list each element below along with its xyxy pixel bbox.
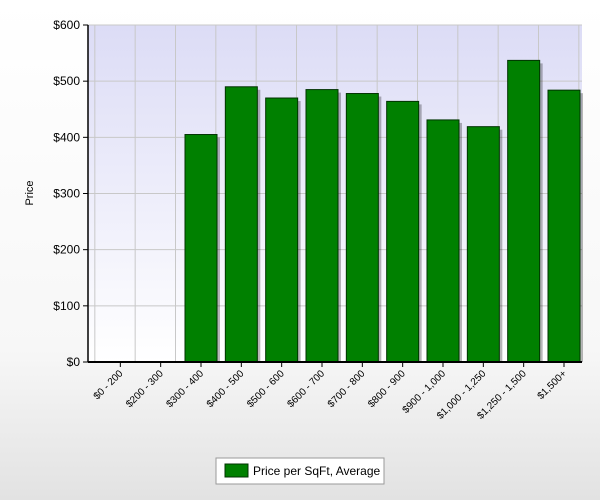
- y-tick-label: $100: [53, 299, 80, 313]
- bar[interactable]: [386, 100, 420, 363]
- y-tick-label: $200: [53, 243, 80, 257]
- bar-series: [184, 59, 583, 363]
- bar[interactable]: [547, 89, 581, 363]
- x-tick-label: $700 - 800: [326, 368, 368, 410]
- x-axis-tick-labels: $0 - 200$200 - 300$300 - 400$400 - 500$5…: [92, 368, 570, 422]
- legend-swatch: [224, 463, 249, 478]
- x-tick-label: $400 - 500: [205, 368, 247, 410]
- legend-label: Price per SqFt, Average: [253, 464, 381, 478]
- bar[interactable]: [507, 59, 541, 363]
- y-tick-label: $500: [53, 74, 80, 88]
- x-tick-label: $300 - 400: [165, 368, 207, 410]
- y-tick-label: $0: [67, 355, 81, 369]
- x-tick-label: $0 - 200: [92, 368, 126, 402]
- bar[interactable]: [466, 126, 500, 363]
- x-tick-label: $200 - 300: [124, 368, 166, 410]
- legend[interactable]: Price per SqFt, Average: [215, 457, 385, 485]
- axes: [87, 25, 582, 367]
- x-tick-label: $600 - 700: [286, 368, 328, 410]
- y-tick-label: $400: [53, 130, 80, 144]
- bar[interactable]: [345, 93, 379, 363]
- x-tick-label: $1,500+: [536, 368, 570, 402]
- bar[interactable]: [265, 97, 299, 363]
- y-axis-title: Price: [24, 180, 36, 205]
- y-axis-tick-labels: $0 $100 $200 $300 $400 $500 $600: [53, 18, 80, 369]
- bar[interactable]: [426, 119, 460, 363]
- x-tick-label: $500 - 600: [245, 368, 287, 410]
- x-tick-label: $800 - 900: [366, 368, 408, 410]
- y-tick-label: $300: [53, 187, 80, 201]
- bar[interactable]: [224, 86, 258, 363]
- bar[interactable]: [305, 89, 339, 363]
- y-tick-label: $600: [53, 18, 80, 32]
- bar[interactable]: [184, 134, 218, 363]
